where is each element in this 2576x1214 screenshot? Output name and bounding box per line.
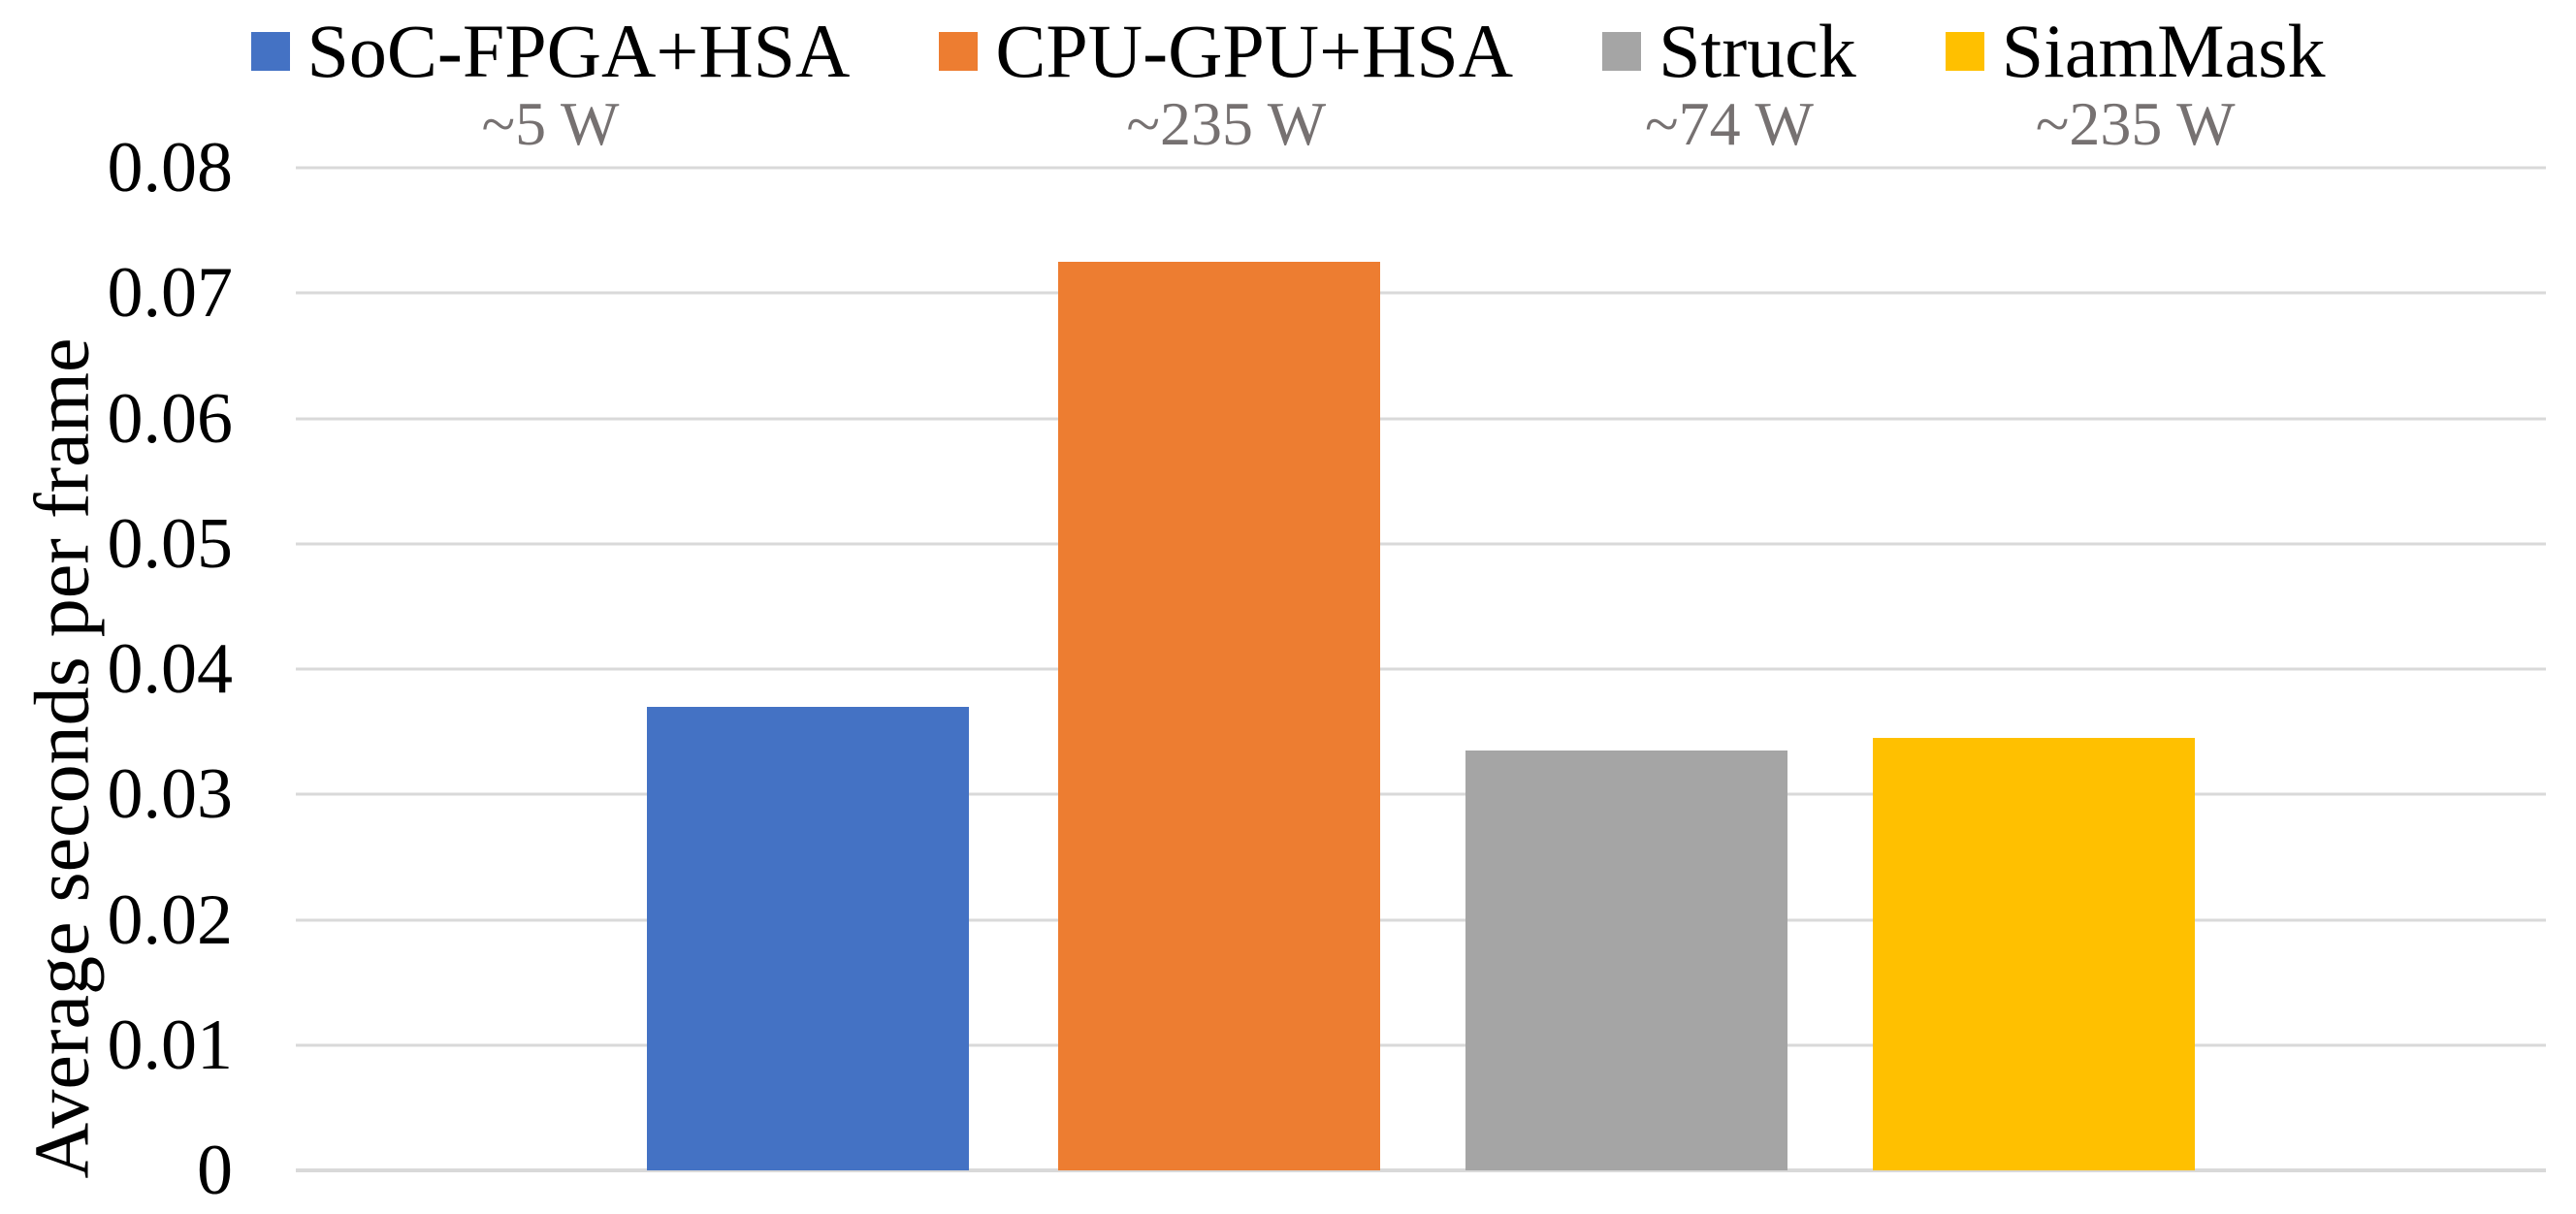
gridline: [296, 542, 2546, 546]
legend-swatch-blue-icon: [250, 32, 290, 71]
y-tick-label: 0.02: [107, 879, 234, 960]
y-tick-label: 0.03: [107, 754, 234, 835]
legend-swatch-yellow-icon: [1945, 32, 1984, 71]
legend-item-cpu-gpu-hsa: CPU-GPU+HSA ~235 W: [939, 14, 1513, 155]
y-tick-label: 0.04: [107, 629, 234, 709]
y-tick-label: 0.08: [107, 128, 234, 208]
gridline: [296, 918, 2546, 921]
gridline: [296, 166, 2546, 170]
legend-label: Struck: [1658, 9, 1856, 93]
gridline: [296, 291, 2546, 295]
y-tick-label: 0: [197, 1131, 233, 1210]
gridline: [296, 1043, 2546, 1047]
bar-soc-fpga-hsa: [647, 706, 970, 1170]
legend-label: CPU-GPU+HSA: [995, 9, 1514, 93]
legend-item-struck: Struck ~74 W: [1602, 14, 1856, 155]
legend-label: SoC-FPGA+HSA: [306, 9, 851, 93]
power-annotation: ~235 W: [2035, 89, 2236, 158]
y-tick-label: 0.07: [107, 253, 234, 334]
y-tick-label: 0.06: [107, 378, 234, 459]
gridline: [296, 792, 2546, 796]
legend-item-siammask: SiamMask ~235 W: [1945, 9, 2326, 158]
gridline: [296, 667, 2546, 671]
legend-label: SiamMask: [2001, 9, 2326, 93]
legend-swatch-orange-icon: [939, 32, 979, 71]
y-axis-tick-labels: 0.08 0.07 0.06 0.05 0.04 0.03 0.02 0.01 0: [0, 132, 234, 1206]
bar-struck: [1465, 751, 1787, 1170]
x-axis-baseline: [296, 1168, 2546, 1172]
bar-cpu-gpu-hsa: [1057, 261, 1380, 1170]
power-annotation: ~5 W: [481, 89, 620, 158]
bar-siammask: [1872, 738, 2195, 1170]
y-tick-label: 0.01: [107, 1005, 234, 1085]
y-tick-label: 0.05: [107, 503, 234, 584]
legend-item-soc-fpga-hsa: SoC-FPGA+HSA ~5 W: [250, 9, 851, 158]
legend-swatch-gray-icon: [1602, 32, 1642, 71]
plot-area: [296, 166, 2546, 1172]
gridline: [296, 417, 2546, 420]
power-annotation: ~235 W: [1126, 89, 1327, 158]
power-annotation: ~74 W: [1645, 89, 1814, 158]
legend: SoC-FPGA+HSA ~5 W CPU-GPU+HSA ~235 W Str…: [0, 14, 2576, 155]
